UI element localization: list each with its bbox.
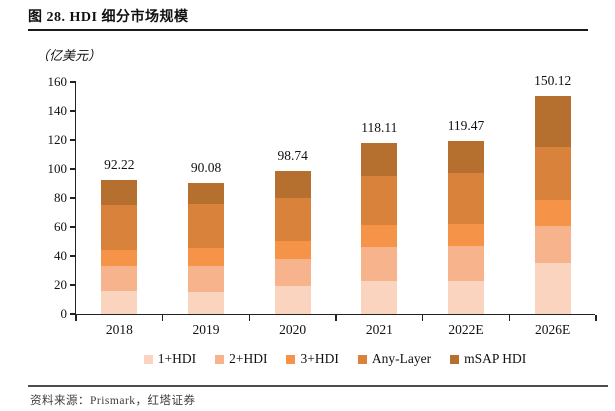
legend-item-2-hdi: 2+HDI [215, 351, 267, 367]
legend-label: 2+HDI [229, 351, 268, 366]
bar-segment-any-layer [534, 146, 571, 201]
y-axis-tick [70, 81, 76, 83]
bar-segment-any-layer [274, 198, 311, 241]
x-axis-category-label: 2022E [448, 322, 484, 337]
x-axis-category-label: 2021 [365, 322, 393, 337]
y-axis-tick-label: 40 [54, 248, 67, 263]
bar-segment-msap-hdi [101, 180, 138, 205]
y-axis-tick [70, 110, 76, 112]
x-axis-category-label: 2019 [192, 322, 220, 337]
legend-swatch-icon [450, 354, 460, 364]
bar-segment-msap-hdi [274, 170, 311, 199]
y-axis-tick [70, 226, 76, 228]
y-axis-tick [70, 197, 76, 199]
bar-segment-msap-hdi [188, 183, 224, 205]
legend-item-3-hdi: 3+HDI [286, 351, 339, 367]
legend-item-1-hdi: 1+HDI [143, 351, 197, 367]
legend-label: Any-Layer [371, 351, 432, 366]
bar-segment-2-hdi [101, 266, 138, 291]
bar-segment-3-hdi [534, 200, 571, 226]
bar-segment-2-hdi [274, 258, 311, 286]
y-axis-tick-label: 120 [47, 132, 68, 147]
y-axis-tick-label: 60 [54, 219, 67, 234]
bar-segment-1-hdi [188, 292, 224, 314]
y-axis-tick-label: 20 [54, 277, 67, 292]
x-axis-tick [161, 315, 164, 321]
y-axis-tick [70, 139, 76, 141]
legend-item-any-layer: Any-Layer [357, 351, 432, 367]
y-axis-unit-label: （亿美元） [36, 48, 102, 63]
bar-segment-any-layer [448, 173, 484, 224]
legend: 1+HDI 2+HDI 3+HDI Any-Layer mSAP HDI [75, 351, 595, 367]
bar-segment-3-hdi [274, 240, 311, 259]
y-axis-tick [70, 284, 76, 286]
bar-segment-2-hdi [448, 246, 484, 281]
x-axis-category-label: 2020 [279, 322, 307, 337]
x-axis-tick [335, 315, 337, 321]
x-axis-tick [595, 315, 597, 321]
x-axis-tick [421, 315, 424, 321]
chart-title: 图 28. HDI 细分市场规模 [28, 10, 189, 25]
x-axis-tick [248, 315, 251, 321]
y-axis-tick [70, 168, 76, 170]
bar-total-label: 92.22 [104, 157, 135, 173]
x-axis-category-label: 2018 [105, 322, 133, 337]
y-axis-tick-label: 140 [47, 103, 68, 118]
x-axis-tick [75, 315, 77, 321]
bar-segment-2-hdi [188, 265, 224, 293]
bar-segment-any-layer [361, 175, 398, 225]
bar-segment-msap-hdi [448, 140, 484, 174]
bar-segment-any-layer [188, 204, 224, 249]
bar-segment-3-hdi [101, 249, 138, 267]
legend-swatch-icon [215, 354, 225, 364]
y-axis-tick-label: 0 [60, 306, 68, 321]
bar-segment-1-hdi [448, 280, 484, 314]
bar-segment-msap-hdi [361, 142, 398, 176]
x-axis-tick [508, 315, 511, 321]
bar-segment-1-hdi [534, 263, 571, 314]
bar-total-label: 90.08 [190, 160, 222, 176]
bar-segment-1-hdi [361, 281, 398, 314]
y-axis-tick [70, 313, 76, 315]
bar-total-label: 119.47 [447, 117, 485, 133]
bar-segment-msap-hdi [534, 96, 571, 147]
source-text: 资料来源：Prismark，红塔证券 [30, 395, 196, 407]
legend-label: mSAP HDI [464, 351, 527, 366]
legend-swatch-icon [143, 354, 153, 364]
bar-total-label: 98.74 [277, 147, 308, 163]
bar-segment-3-hdi [361, 224, 398, 248]
x-axis-category-label: 2026E [535, 322, 571, 337]
bar-segment-3-hdi [188, 248, 224, 266]
plot-area: 0 20 40 60 80 100 120 140 160 92.22 2018 90.08 2019 9… [48, 73, 597, 337]
bar-segment-2-hdi [361, 247, 398, 282]
y-axis-tick-label: 80 [54, 190, 67, 205]
y-axis-tick-label: 160 [47, 74, 68, 89]
legend-label: 3+HDI [300, 351, 339, 366]
legend-item-msap-hdi: mSAP HDI [450, 351, 526, 367]
title-divider [28, 29, 588, 31]
bar-segment-any-layer [101, 204, 138, 250]
bar-segment-1-hdi [101, 290, 138, 314]
legend-label: 1+HDI [157, 351, 197, 366]
y-axis-tick-label: 100 [47, 161, 68, 176]
bar-segment-3-hdi [448, 223, 484, 247]
bar-segment-1-hdi [274, 285, 311, 314]
legend-swatch-icon [286, 354, 296, 364]
bar-total-label: 150.12 [534, 73, 572, 89]
bar-total-label: 118.11 [361, 119, 398, 135]
footer-divider [28, 385, 608, 387]
y-axis-tick [70, 255, 76, 257]
bar-segment-2-hdi [534, 225, 571, 264]
legend-swatch-icon [357, 354, 367, 364]
